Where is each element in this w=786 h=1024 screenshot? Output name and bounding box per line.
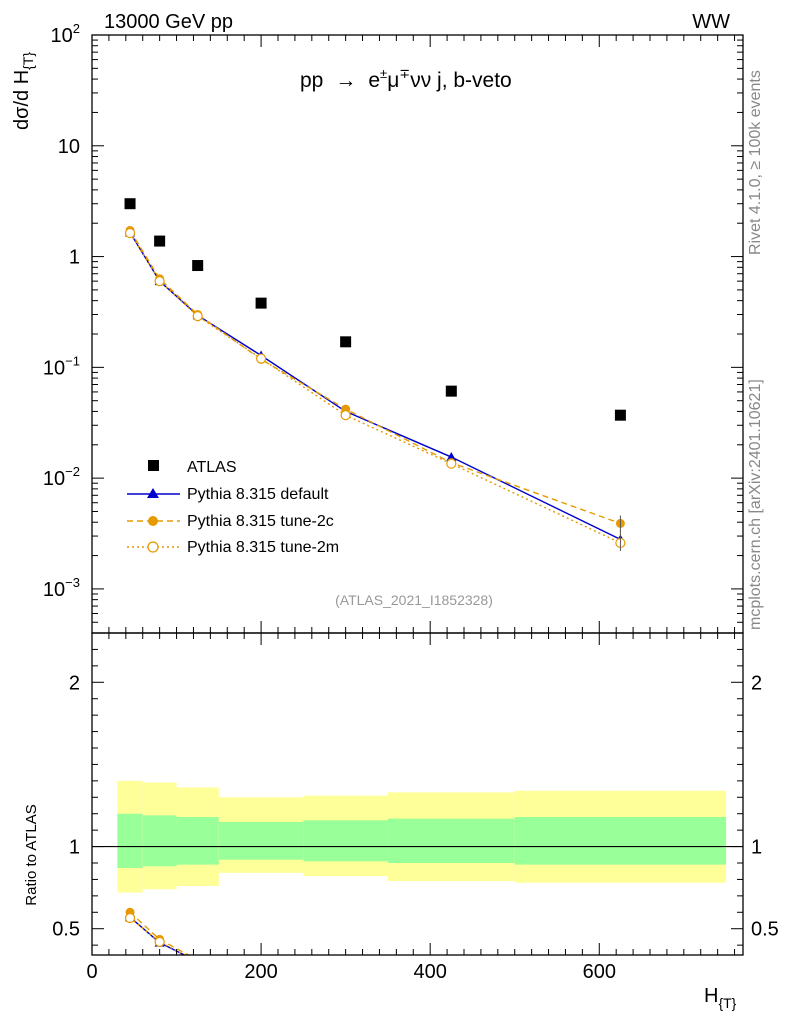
y-tick-label-mantissa: 1 bbox=[69, 247, 80, 269]
pythia-tune-2m-point bbox=[192, 311, 203, 322]
x-tick-label: 0 bbox=[86, 961, 97, 983]
y-tick-label: 10−1 bbox=[43, 353, 80, 379]
ratio-tune-2m-point bbox=[154, 936, 165, 947]
energy-label: 13000 GeV pp bbox=[104, 11, 233, 33]
y-tick-label: 1 bbox=[69, 247, 80, 269]
ratio-y-tick-label-left: 0.5 bbox=[52, 919, 80, 941]
atlas-data-point bbox=[124, 198, 136, 210]
y-tick-label-exponent: −3 bbox=[65, 575, 80, 590]
y-tick-label-mantissa: 10 bbox=[43, 579, 65, 601]
legend: ATLAS Pythia 8.315 default Pythia 8.315 … bbox=[127, 459, 339, 556]
y-tick-label: 10 bbox=[58, 136, 80, 158]
x-axis-ticks: 0 200 400 600 bbox=[86, 35, 736, 983]
y-tick-label-exponent: 2 bbox=[73, 21, 80, 36]
x-tick-label: 200 bbox=[244, 961, 277, 983]
y-tick-label-mantissa: 10 bbox=[58, 136, 80, 158]
svg-text:dσ/d H{T}: dσ/d H{T} bbox=[11, 52, 36, 130]
ratio-band-inner bbox=[514, 817, 727, 865]
y-axis-label-sub: {T} bbox=[20, 52, 36, 70]
y-tick-label-mantissa: 10 bbox=[51, 25, 73, 47]
pythia-tune-2m-point bbox=[154, 276, 165, 287]
y-tick-label-exponent: −1 bbox=[65, 353, 80, 368]
process-tag: WW bbox=[692, 11, 730, 33]
ratio-default-point bbox=[193, 957, 203, 966]
ratio-band-inner bbox=[117, 813, 143, 868]
ratio-band-inner bbox=[176, 817, 219, 865]
pythia-tune-2m-point bbox=[255, 353, 267, 364]
ratio-y-tick-label-left: 1 bbox=[69, 837, 80, 859]
atlas-data-point bbox=[255, 297, 267, 309]
x-tick-label: 400 bbox=[413, 961, 446, 983]
y-tick-label: 10−3 bbox=[43, 575, 80, 601]
y-tick-label-mantissa: 10 bbox=[43, 357, 65, 379]
ratio-y-tick-label-left: 2 bbox=[69, 672, 80, 694]
legend-marker-atlas bbox=[148, 460, 159, 471]
ratio-plot-ticks: 0.5 0.5 1 1 2 2 bbox=[52, 648, 779, 946]
atlas-data-point bbox=[154, 235, 166, 247]
pythia-tune-2m-point bbox=[340, 410, 351, 421]
ratio-plot-frame bbox=[91, 632, 744, 956]
pythia-tune-2m-point bbox=[446, 458, 457, 469]
ratio-y-axis-label: Ratio to ATLAS bbox=[23, 804, 40, 905]
process-title: pp → e±μ∓νν j, b-veto bbox=[300, 66, 512, 92]
ratio-band-inner bbox=[218, 821, 304, 860]
atlas-data-point bbox=[445, 385, 457, 397]
legend-marker-default bbox=[147, 488, 159, 498]
legend-label-tune-2m: Pythia 8.315 tune-2m bbox=[187, 539, 339, 556]
legend-label-tune-2c: Pythia 8.315 tune-2c bbox=[187, 513, 334, 530]
y-tick-label: 102 bbox=[51, 21, 80, 47]
ratio-series-line-1 bbox=[129, 911, 191, 955]
ratio-band-inner bbox=[303, 820, 388, 862]
ratio-y-tick-label-right: 0.5 bbox=[751, 919, 779, 941]
analysis-watermark: (ATLAS_2021_I1852328) bbox=[335, 592, 493, 608]
ratio-tune-2m-point bbox=[124, 912, 136, 924]
x-axis-label: H{T} bbox=[704, 985, 737, 1011]
atlas-data-point bbox=[192, 260, 204, 272]
ratio-tune-2m-point bbox=[193, 957, 202, 966]
ratio-plot-panel: 0.5 0.5 1 1 2 2 bbox=[52, 632, 779, 966]
y-tick-label-mantissa: 10 bbox=[43, 468, 65, 490]
ratio-y-tick-label-right: 2 bbox=[751, 672, 762, 694]
ratio-y-tick-label-right: 1 bbox=[751, 837, 762, 859]
legend-label-atlas: ATLAS bbox=[187, 459, 237, 476]
rivet-version-label: Rivet 4.1.0, ≥ 100k events bbox=[747, 70, 764, 255]
pythia-default-point bbox=[446, 452, 457, 462]
mcplots-credit-label: mcplots.cern.ch [arXiv:2401.10621] bbox=[747, 379, 764, 630]
y-axis-label-main: dσ/d H bbox=[11, 70, 33, 130]
pythia-tune-2m-point bbox=[124, 227, 136, 239]
ratio-plot-marks bbox=[124, 907, 203, 966]
main-plot-marks bbox=[124, 198, 626, 551]
y-axis-label: dσ/d H{T} bbox=[11, 52, 36, 130]
atlas-data-point bbox=[614, 409, 626, 421]
legend-label-default: Pythia 8.315 default bbox=[187, 486, 329, 503]
ratio-tune-2c-point bbox=[193, 955, 202, 964]
x-tick-label: 600 bbox=[583, 961, 616, 983]
atlas-data-point bbox=[340, 336, 352, 348]
ratio-band-inner bbox=[387, 818, 515, 863]
ratio-band-inner bbox=[142, 815, 177, 867]
y-tick-label: 10−2 bbox=[43, 464, 80, 490]
ratio-uncertainty-bands bbox=[117, 780, 727, 893]
legend-marker-tune-2m bbox=[147, 541, 159, 553]
legend-marker-tune-2c bbox=[148, 516, 158, 526]
y-tick-label-exponent: −2 bbox=[65, 464, 80, 479]
series-line-2 bbox=[129, 230, 621, 525]
